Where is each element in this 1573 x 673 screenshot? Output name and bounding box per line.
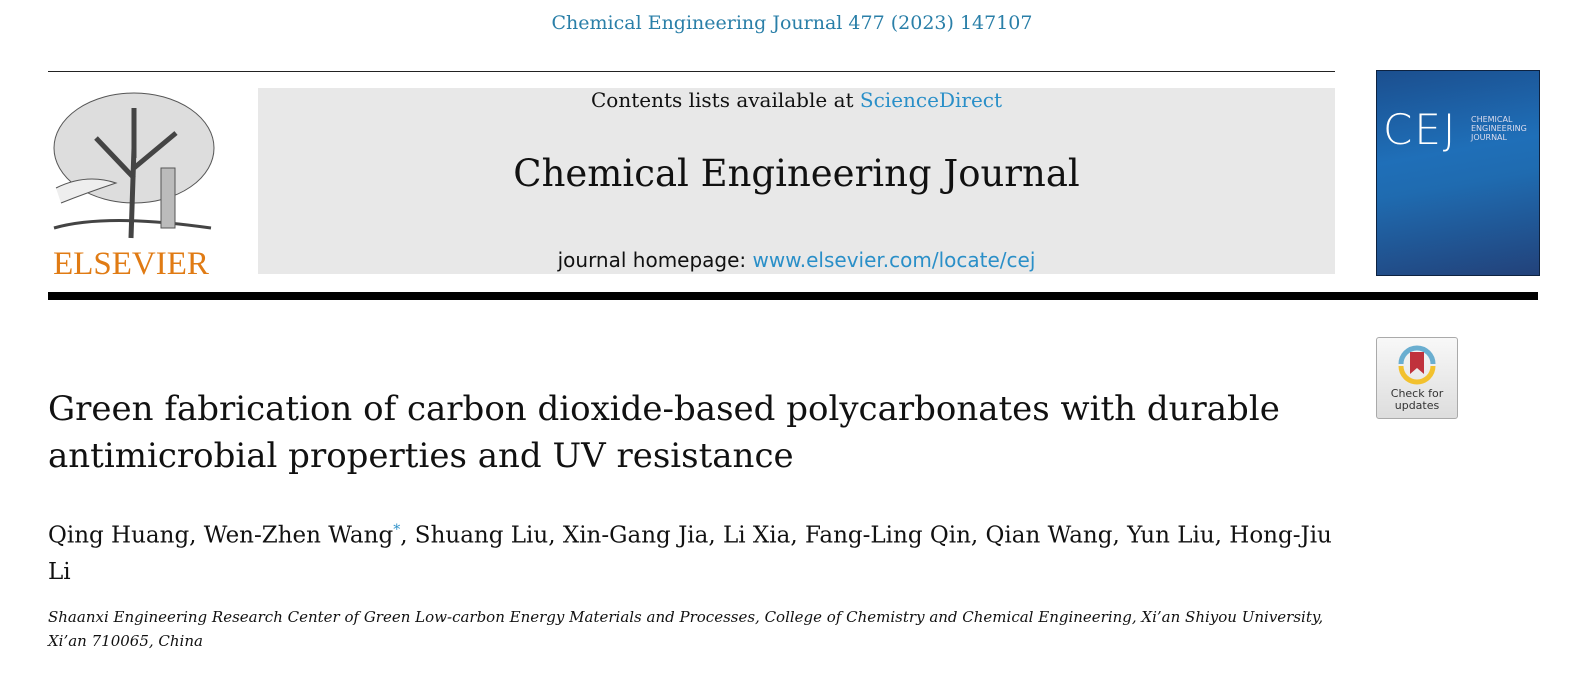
check-for-updates-button[interactable]: Check for updates <box>1376 337 1458 419</box>
article-title: Green fabrication of carbon dioxide-base… <box>48 389 1280 476</box>
contents-line: Contents lists available at ScienceDirec… <box>258 88 1335 112</box>
cover-abbrev: CEJ <box>1383 105 1458 154</box>
check-label-line: Check for <box>1390 387 1444 400</box>
journal-cover[interactable]: CEJ CHEMICAL ENGINEERING JOURNAL <box>1376 70 1540 276</box>
author-list: Qing Huang, Wen-Zhen Wang*, Shuang Liu, … <box>48 512 1348 590</box>
masthead-panel <box>258 88 1335 274</box>
homepage-prefix: journal homepage: <box>557 248 753 272</box>
contents-prefix: Contents lists available at <box>590 88 860 112</box>
header-rule <box>48 292 1538 300</box>
homepage-link[interactable]: www.elsevier.com/locate/cej <box>752 248 1036 272</box>
cover-name: CHEMICAL ENGINEERING JOURNAL <box>1471 115 1527 142</box>
homepage-line: journal homepage: www.elsevier.com/locat… <box>258 248 1335 272</box>
journal-citation: Chemical Engineering Journal 477 (2023) … <box>551 12 1033 34</box>
bookmark-ring-icon <box>1398 345 1436 385</box>
sciencedirect-link[interactable]: ScienceDirect <box>859 88 1003 112</box>
cover-name-line: JOURNAL <box>1471 133 1507 142</box>
elsevier-logo[interactable]: ELSEVIER <box>46 88 216 282</box>
elsevier-tree-icon: ELSEVIER <box>53 92 215 282</box>
authors-text: , Shuang Liu, Xin-Gang Jia, Li Xia, Fang… <box>48 522 1332 585</box>
authors-text: Qing Huang, Wen-Zhen Wang <box>48 522 394 549</box>
corresponding-author-link[interactable]: * <box>393 522 401 538</box>
journal-name: Chemical Engineering Journal <box>513 152 1080 195</box>
check-label-line: updates <box>1394 399 1440 412</box>
svg-text:ELSEVIER: ELSEVIER <box>53 246 209 278</box>
cover-name-line: ENGINEERING <box>1471 124 1527 133</box>
cover-name-line: CHEMICAL <box>1471 115 1513 124</box>
check-for-updates-label: Check for updates <box>1377 388 1457 412</box>
top-divider <box>48 71 1335 72</box>
affiliation: Shaanxi Engineering Research Center of G… <box>48 608 1324 650</box>
